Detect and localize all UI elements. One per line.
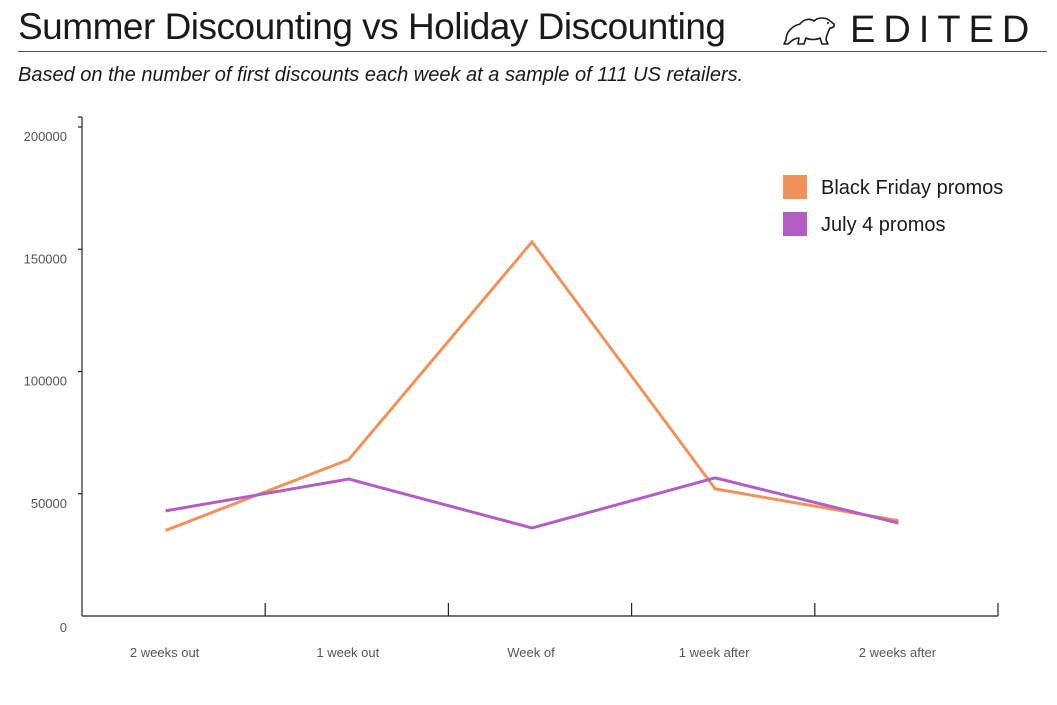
y-tick-label: 0 xyxy=(60,620,67,635)
x-axis-labels: 2 weeks out 1 week out Week of 1 week after… xyxy=(130,645,937,660)
y-tick-label: 100000 xyxy=(24,374,67,389)
series-lines xyxy=(165,239,899,532)
y-tick-label: 150000 xyxy=(24,251,67,266)
x-tick-label: 1 week after xyxy=(679,645,750,660)
black-friday-line xyxy=(165,239,899,532)
logo-wordmark: EDITED xyxy=(850,8,1038,51)
legend-swatch xyxy=(783,175,807,199)
legend-swatch xyxy=(783,212,807,236)
july-4-line xyxy=(165,476,899,530)
chart-title: Summer Discounting vs Holiday Discountin… xyxy=(18,6,726,47)
legend-label: July 4 promos xyxy=(821,214,946,236)
y-tick-label: 50000 xyxy=(31,496,67,511)
legend: Black Friday promos July 4 promos xyxy=(783,175,1003,236)
x-tick-label: 2 weeks after xyxy=(859,645,937,660)
chart-axes xyxy=(78,116,999,617)
x-tick-label: 1 week out xyxy=(316,645,379,660)
polar-bear-icon xyxy=(783,17,836,45)
y-tick-label: 200000 xyxy=(24,129,67,144)
chart-subtitle: Based on the number of first discounts e… xyxy=(18,64,744,86)
x-tick-label: Week of xyxy=(507,645,555,660)
x-tick-label: 2 weeks out xyxy=(130,645,200,660)
y-axis-labels: 0 50000 100000 150000 200000 xyxy=(24,129,67,635)
title-divider xyxy=(18,51,1047,52)
legend-label: Black Friday promos xyxy=(821,177,1003,199)
edited-logo: EDITED xyxy=(782,8,1037,52)
